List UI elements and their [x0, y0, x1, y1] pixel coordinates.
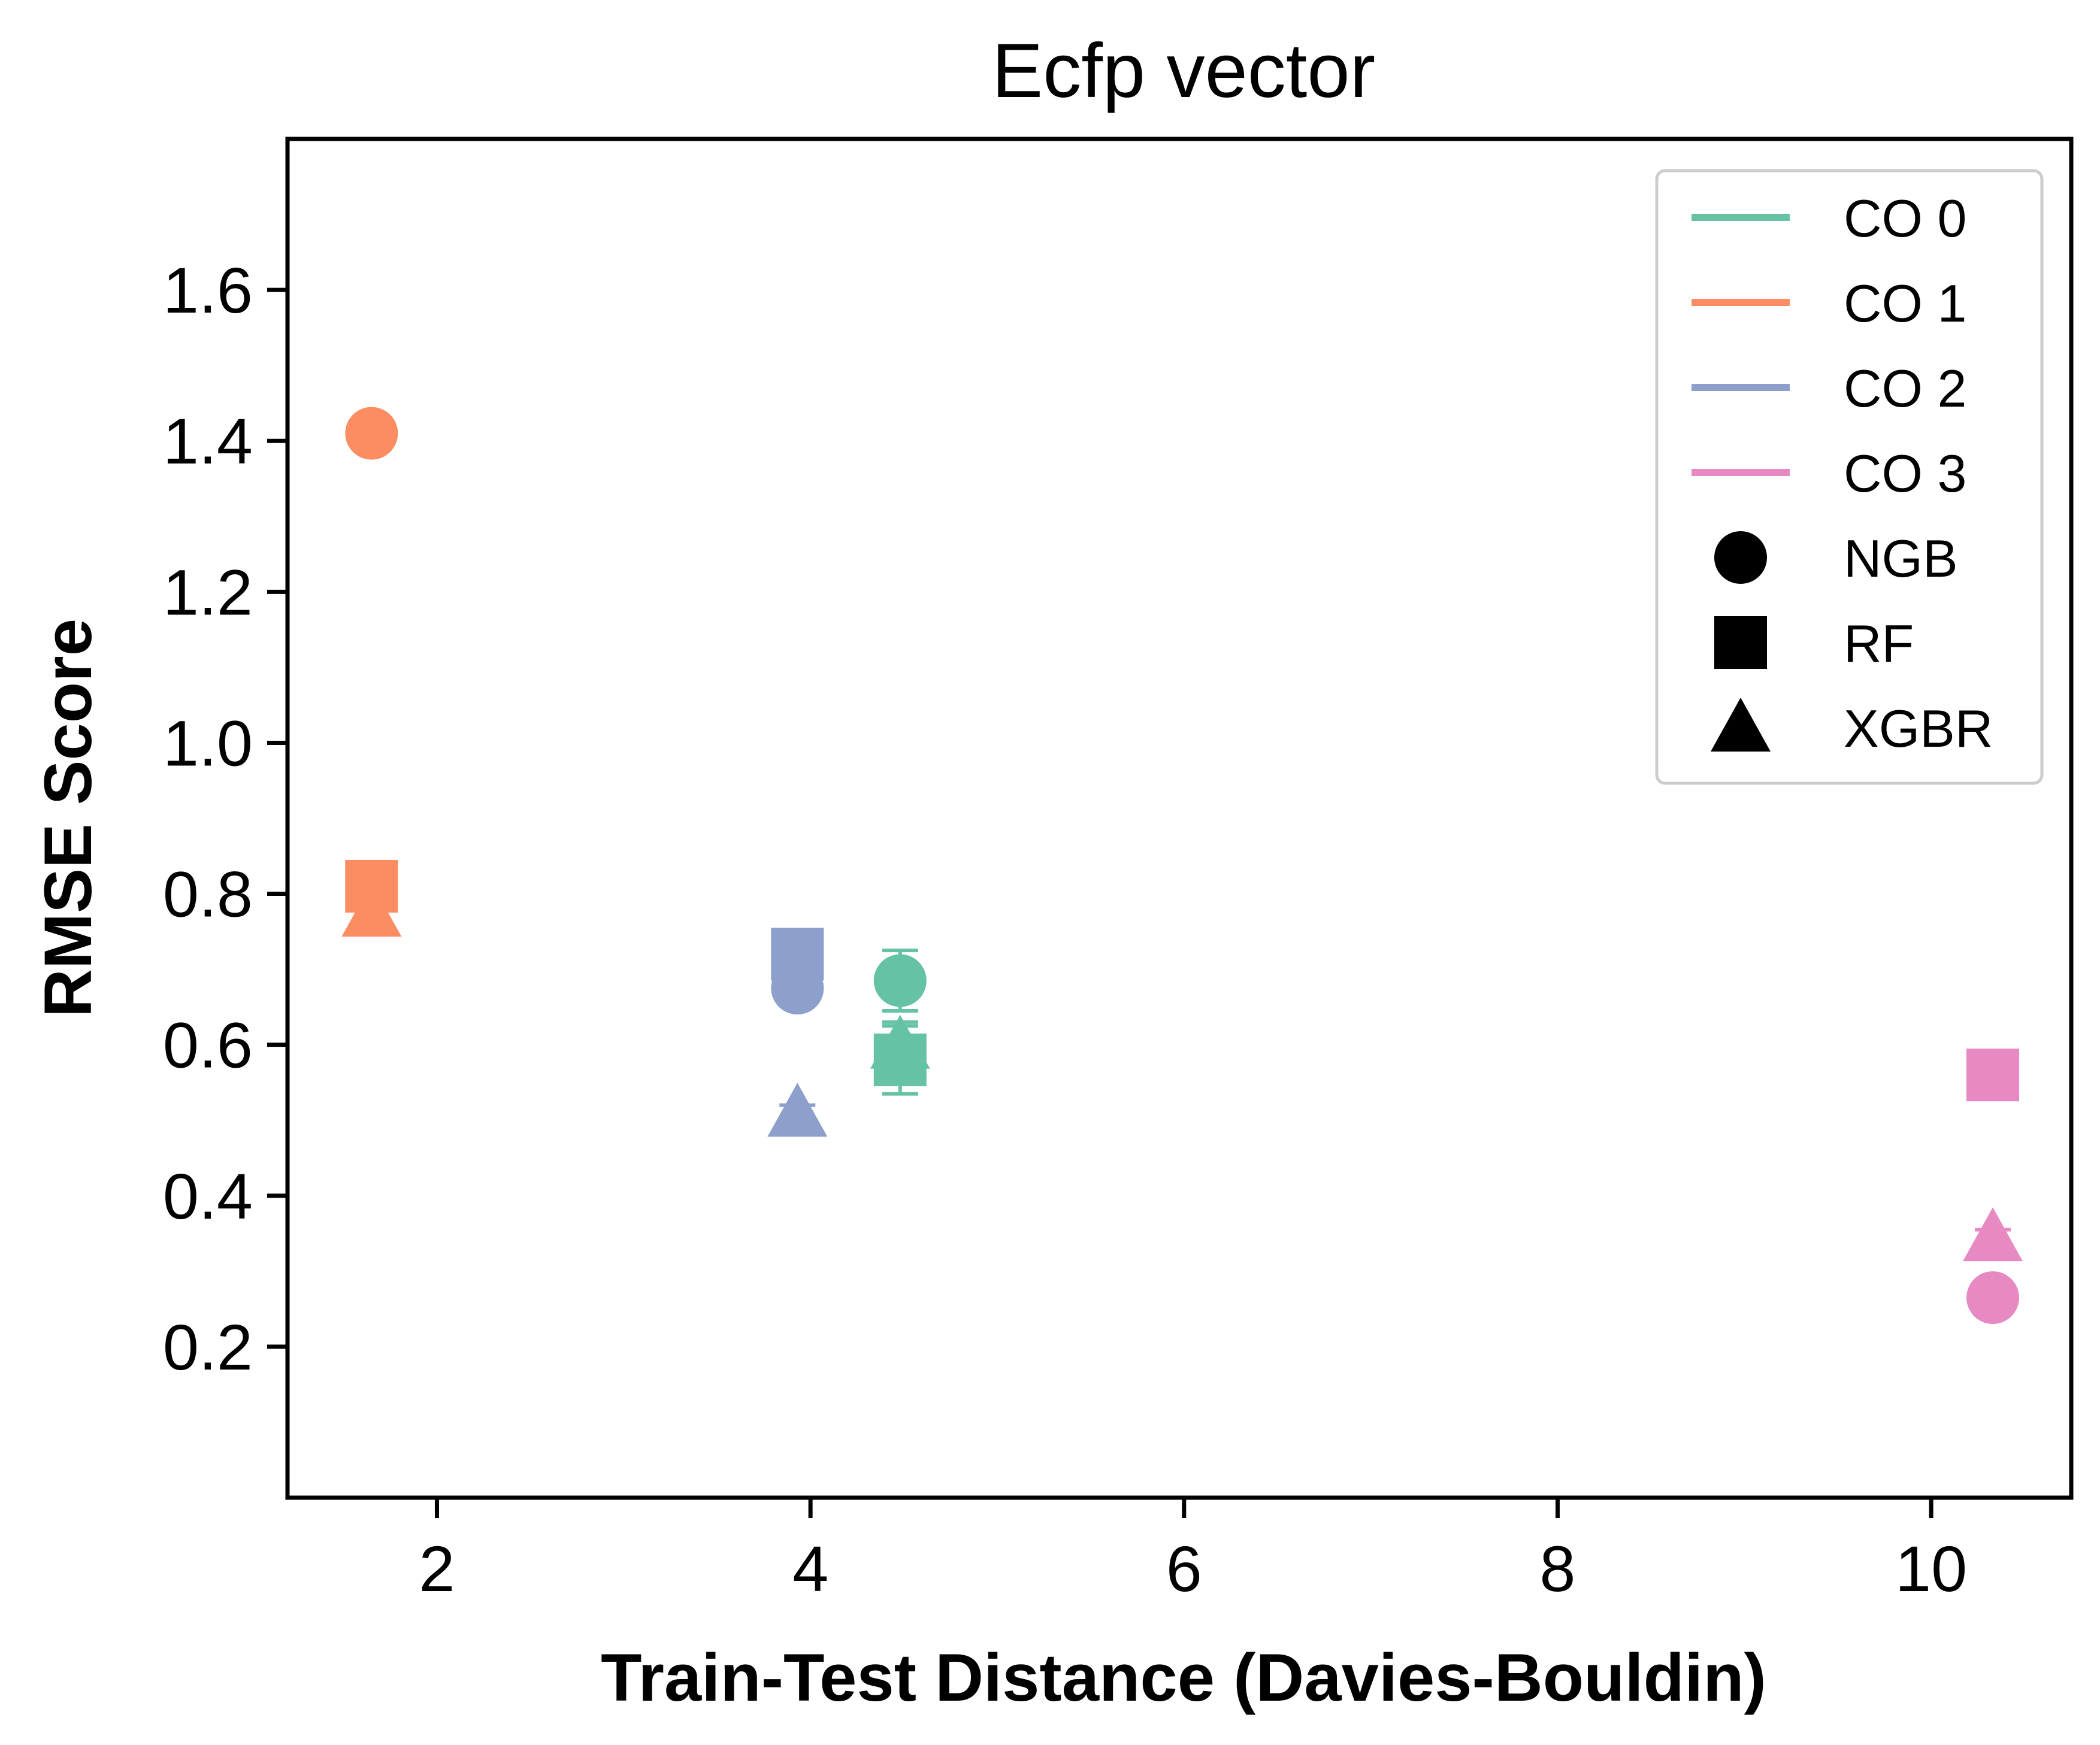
x-tick-label: 6	[1166, 1532, 1202, 1605]
plot-frame	[285, 137, 2074, 1500]
x-tick-label: 10	[1895, 1532, 1967, 1605]
legend-label: NGB	[1844, 529, 1958, 588]
legend: CO 0 CO 1 CO 2 CO 3 NGB RF XGBR	[1655, 169, 2044, 785]
data-markers	[341, 407, 2023, 1324]
legend-item-ngb: NGB	[1714, 529, 1958, 588]
legend-label: XGBR	[1844, 699, 1993, 758]
co-3-rf-marker	[1966, 1049, 2020, 1102]
x-axis-label: Train-Test Distance (Davies-Bouldin)	[601, 1640, 1766, 1715]
legend-circle-icon	[1714, 531, 1767, 584]
x-tick-label: 4	[792, 1532, 828, 1605]
co-1-xgbr-marker	[341, 883, 402, 937]
chart-title: Ecfp vector	[992, 28, 1375, 114]
legend-label: CO 1	[1844, 274, 1966, 333]
legend-label: CO 0	[1844, 189, 1966, 248]
co-2-xgbr-marker	[767, 1083, 828, 1137]
x-tick-label: 8	[1539, 1532, 1575, 1605]
y-axis: 0.2 0.4 0.6 0.8 1.0 1.2 1.4 1.6	[163, 254, 288, 1383]
co-0-ngb-marker	[873, 954, 927, 1007]
y-tick-label: 1.6	[163, 254, 253, 326]
co-0-xgbr-marker	[870, 1014, 930, 1069]
x-axis: 2 4 6 8 10	[419, 1498, 1967, 1605]
co-3-ngb-marker	[1966, 1271, 2020, 1324]
legend-label: RF	[1844, 614, 1914, 673]
y-tick-label: 0.8	[163, 858, 253, 931]
y-tick-label: 0.4	[163, 1160, 253, 1232]
y-tick-label: 1.4	[163, 405, 253, 477]
legend-item-xgbr: XGBR	[1711, 698, 1993, 758]
y-tick-label: 1.2	[163, 556, 253, 628]
y-tick-label: 0.6	[163, 1009, 253, 1081]
legend-item-co-1: CO 1	[1692, 274, 1966, 333]
y-tick-label: 0.2	[163, 1311, 253, 1383]
legend-square-icon	[1714, 616, 1767, 669]
legend-item-co-0: CO 0	[1692, 189, 1966, 248]
legend-item-co-2: CO 2	[1692, 359, 1966, 418]
co-1-ngb-marker	[345, 407, 398, 460]
co-3-xgbr-marker	[1963, 1207, 2023, 1262]
legend-triangle-icon	[1711, 698, 1771, 752]
legend-item-rf: RF	[1714, 614, 1914, 673]
legend-label: CO 2	[1844, 359, 1966, 418]
co-2-rf-marker	[771, 928, 824, 981]
x-tick-label: 2	[419, 1532, 455, 1605]
legend-label: CO 3	[1844, 444, 1966, 503]
y-axis-label: RMSE Score	[31, 619, 105, 1017]
y-tick-label: 1.0	[163, 707, 253, 779]
legend-item-co-3: CO 3	[1692, 444, 1966, 503]
